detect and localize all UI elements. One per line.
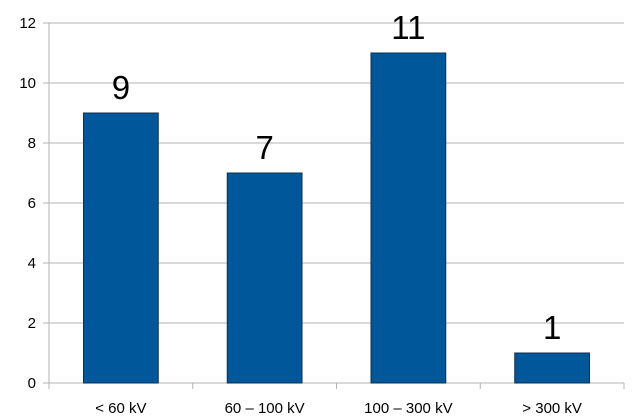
y-tick-label: 10 — [19, 75, 36, 92]
y-tick-label: 12 — [19, 15, 36, 32]
bar — [514, 352, 590, 384]
bar — [226, 172, 303, 384]
y-tick-label: 0 — [28, 375, 36, 392]
bar — [370, 52, 447, 384]
x-tick-label: 60 – 100 kV — [225, 400, 305, 417]
data-label: 9 — [112, 69, 130, 106]
y-tick-label: 8 — [28, 135, 36, 152]
x-tick-label: > 300 kV — [522, 400, 582, 417]
data-label: 11 — [391, 9, 425, 46]
y-tick-label: 4 — [28, 255, 36, 272]
y-tick-label: 6 — [28, 195, 36, 212]
data-label: 7 — [255, 129, 273, 166]
y-tick-label: 2 — [28, 315, 36, 332]
bar — [83, 112, 159, 384]
x-tick-label: < 60 kV — [95, 400, 146, 417]
data-label: 1 — [543, 309, 561, 346]
x-tick-label: 100 – 300 kV — [364, 400, 452, 417]
